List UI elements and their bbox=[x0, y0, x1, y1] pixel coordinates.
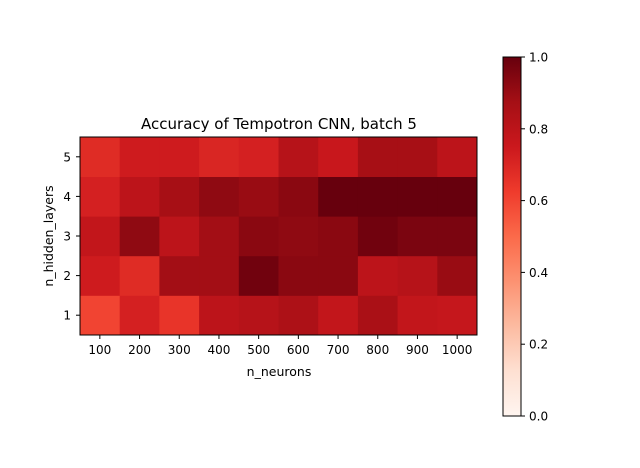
heatmap-cell bbox=[397, 295, 438, 336]
heatmap-cell bbox=[318, 255, 359, 296]
x-tick-label: 800 bbox=[366, 343, 389, 357]
heatmap-cell bbox=[238, 255, 279, 296]
colorbar-tick-label: 0.2 bbox=[529, 338, 548, 352]
heatmap-cells bbox=[80, 137, 478, 336]
heatmap-cell bbox=[199, 255, 240, 296]
y-tick-label: 5 bbox=[63, 150, 71, 164]
colorbar-tick-label: 0.0 bbox=[529, 410, 548, 424]
y-tick-label: 4 bbox=[63, 190, 71, 204]
heatmap-cell bbox=[159, 137, 200, 177]
heatmap-cell bbox=[119, 216, 160, 257]
heatmap-cell bbox=[318, 295, 359, 336]
heatmap-cell bbox=[159, 295, 200, 336]
heatmap-cell bbox=[119, 255, 160, 296]
colorbar-tick-label: 1.0 bbox=[529, 51, 548, 65]
colorbar-ticks: 0.0 0.2 0.4 0.6 0.8 1.0 bbox=[521, 51, 548, 424]
x-tick-label: 600 bbox=[287, 343, 310, 357]
x-axis-label: n_neurons bbox=[247, 364, 312, 379]
heatmap-cell bbox=[199, 216, 240, 257]
heatmap-cell bbox=[159, 255, 200, 296]
heatmap-cell bbox=[357, 137, 398, 177]
x-tick-label: 1000 bbox=[442, 343, 473, 357]
heatmap-cell bbox=[238, 295, 279, 336]
heatmap-cell bbox=[437, 216, 478, 257]
x-tick-label: 200 bbox=[128, 343, 151, 357]
heatmap-cell bbox=[80, 255, 121, 296]
heatmap-cell bbox=[80, 216, 121, 257]
heatmap-cell bbox=[357, 216, 398, 257]
y-axis-ticks: 1 2 3 4 5 bbox=[63, 150, 80, 323]
heatmap-cell bbox=[199, 137, 240, 177]
heatmap-cell bbox=[278, 216, 319, 257]
x-tick-label: 300 bbox=[168, 343, 191, 357]
heatmap-cell bbox=[199, 176, 240, 217]
y-axis-label: n_hidden_layers bbox=[41, 185, 56, 286]
heatmap-cell bbox=[278, 137, 319, 177]
heatmap-cell bbox=[397, 176, 438, 217]
heatmap-cell bbox=[318, 137, 359, 177]
heatmap-cell bbox=[357, 255, 398, 296]
y-tick-label: 3 bbox=[63, 230, 71, 244]
heatmap-cell bbox=[437, 295, 478, 336]
heatmap-cell bbox=[437, 255, 478, 296]
heatmap-cell bbox=[159, 176, 200, 217]
heatmap-cell bbox=[159, 216, 200, 257]
heatmap-cell bbox=[318, 216, 359, 257]
heatmap-cell bbox=[357, 176, 398, 217]
x-axis-ticks: 100 200 300 400 500 600 700 800 900 1000 bbox=[88, 335, 472, 357]
heatmap-cell bbox=[397, 255, 438, 296]
heatmap-cell bbox=[278, 255, 319, 296]
x-tick-label: 500 bbox=[247, 343, 270, 357]
heatmap-cell bbox=[80, 295, 121, 336]
colorbar-tick-label: 0.6 bbox=[529, 194, 548, 208]
heatmap-cell bbox=[119, 176, 160, 217]
heatmap-cell bbox=[199, 295, 240, 336]
x-tick-label: 700 bbox=[327, 343, 350, 357]
heatmap-cell bbox=[437, 176, 478, 217]
y-tick-label: 1 bbox=[63, 309, 71, 323]
colorbar-tick-label: 0.8 bbox=[529, 122, 548, 136]
heatmap-cell bbox=[119, 295, 160, 336]
heatmap-cell bbox=[397, 216, 438, 257]
heatmap-cell bbox=[238, 216, 279, 257]
heatmap-cell bbox=[397, 137, 438, 177]
y-tick-label: 2 bbox=[63, 269, 71, 283]
x-tick-label: 100 bbox=[88, 343, 111, 357]
heatmap-cell bbox=[318, 176, 359, 217]
heatmap-cell bbox=[80, 137, 121, 177]
heatmap-cell bbox=[437, 137, 478, 177]
x-tick-label: 900 bbox=[406, 343, 429, 357]
chart-title: Accuracy of Tempotron CNN, batch 5 bbox=[141, 115, 417, 133]
colorbar bbox=[502, 56, 522, 417]
x-tick-label: 400 bbox=[207, 343, 230, 357]
heatmap-cell bbox=[80, 176, 121, 217]
heatmap-cell bbox=[357, 295, 398, 336]
heatmap-cell bbox=[278, 295, 319, 336]
heatmap-cell bbox=[119, 137, 160, 177]
heatmap-cell bbox=[238, 176, 279, 217]
heatmap-cell bbox=[238, 137, 279, 177]
colorbar-tick-label: 0.4 bbox=[529, 266, 548, 280]
heatmap-cell bbox=[278, 176, 319, 217]
